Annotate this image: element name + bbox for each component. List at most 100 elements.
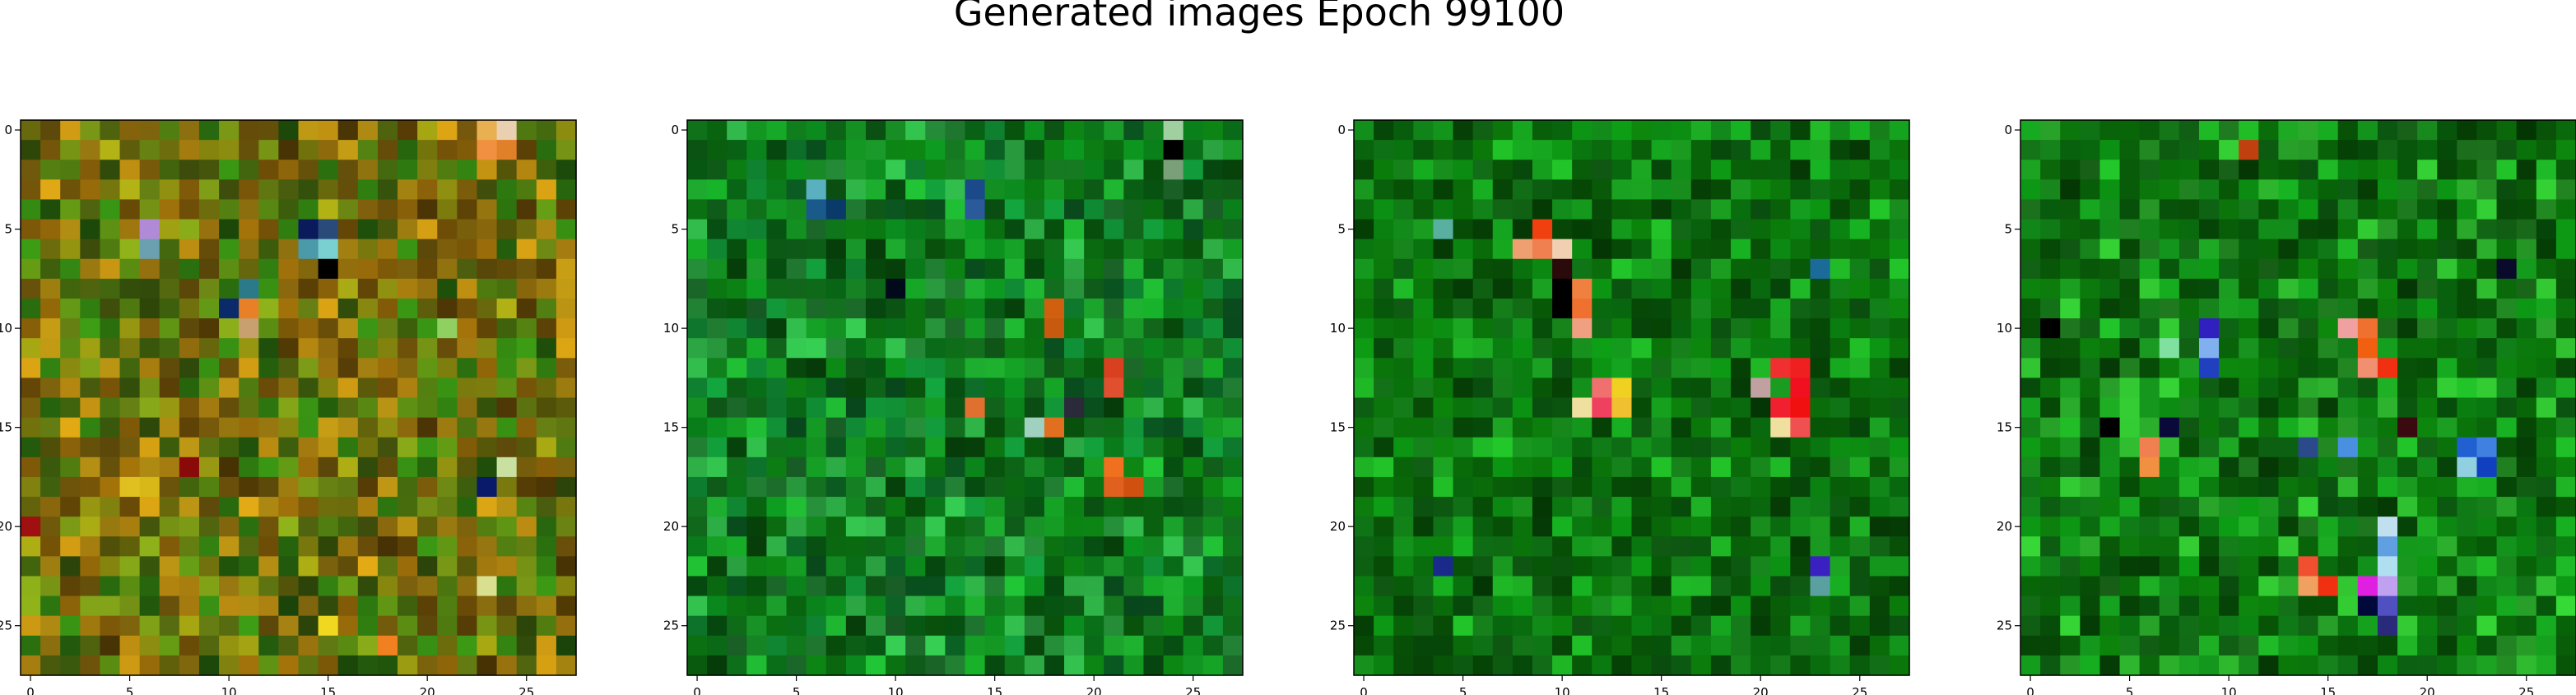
pixel-cell [1790,179,1811,201]
pixel-cell [2020,595,2041,617]
pixel-cell [984,497,1006,517]
pixel-cell [2198,318,2220,339]
pixel-cell [516,199,537,220]
pixel-cell [2555,576,2576,597]
pixel-cell [258,476,279,498]
pixel-cell [1790,298,1811,319]
pixel-cell [2159,497,2180,517]
pixel-cell [1869,556,1890,577]
pixel-cell [437,615,458,637]
pixel-cell [1024,219,1045,240]
pixel-cell [1143,556,1165,577]
pixel-cell [477,338,498,359]
pixel-cell [1731,576,1751,597]
pixel-cell [1552,179,1573,201]
pixel-cell [1163,517,1184,537]
pixel-cell [496,179,518,201]
pixel-cell [1532,338,1553,359]
pixel-cell [139,318,160,339]
pixel-cell [1222,497,1244,517]
pixel-cell [60,397,81,419]
pixel-cell [905,595,926,617]
pixel-cell [2159,120,2180,141]
pixel-cell [1611,239,1633,260]
pixel-cell [1453,536,1474,557]
pixel-cell [1572,476,1593,498]
pixel-cell [337,556,359,577]
pixel-cell [806,497,827,517]
pixel-cell [2457,517,2478,537]
pixel-cell [2119,615,2141,637]
pixel-cell [727,456,747,478]
pixel-cell [2457,358,2478,378]
pixel-cell [1552,655,1573,676]
pixel-cell [2020,199,2041,220]
pixel-cell [2437,239,2457,260]
pixel-cell [1413,576,1434,597]
pixel-cell [1849,615,1871,637]
pixel-cell [40,595,61,617]
pixel-cell [1044,556,1065,577]
pixel-cell [1354,536,1374,557]
pixel-cell [2020,517,2041,537]
pixel-cell [825,595,847,617]
pixel-cell [100,437,121,458]
pixel-cell [1004,655,1025,676]
pixel-cell [159,140,180,160]
pixel-cell [2516,655,2537,676]
pixel-cell [1354,397,1374,419]
pixel-cell [945,239,966,260]
pixel-cell [2476,437,2498,458]
pixel-cell [1731,140,1751,160]
pixel-cell [2198,160,2220,180]
pixel-cell [1084,517,1104,537]
pixel-cell [1202,615,1224,637]
pixel-cell [80,595,101,617]
pixel-cell [80,179,101,201]
pixel-cell [1810,358,1831,378]
pixel-cell [687,497,708,517]
pixel-cell [437,298,458,319]
pixel-cell [766,635,788,656]
pixel-cell [1354,239,1374,260]
pixel-cell [398,536,418,557]
pixel-cell [1202,556,1224,577]
pixel-cell [1751,576,1771,597]
pixel-cell [825,576,847,597]
pixel-cell [60,517,81,537]
pixel-cell [1651,397,1672,419]
pixel-cell [2159,536,2180,557]
pixel-cell [2178,517,2200,537]
pixel-cell [1472,437,1494,458]
pixel-cell [2318,437,2339,458]
pixel-cell [2496,595,2518,617]
pixel-cell [2476,338,2498,359]
pixel-cell [318,258,339,280]
pixel-cell [984,417,1006,438]
pixel-cell [1690,517,1712,537]
pixel-cell [1024,179,1045,201]
pixel-cell [1492,298,1514,319]
pixel-cell [1770,318,1791,339]
pixel-cell [2536,258,2557,280]
x-tick-label: 20 [2420,685,2435,695]
pixel-cell [1572,160,1593,180]
pixel-cell [1222,397,1244,419]
pixel-cell [159,497,180,517]
pixel-cell [1572,378,1593,399]
pixel-cell [845,160,867,180]
pixel-cell [377,635,398,656]
pixel-cell [298,517,319,537]
pixel-cell [2337,120,2359,141]
pixel-cell [1064,476,1085,498]
pixel-cell [845,536,867,557]
pixel-cell [2298,595,2319,617]
pixel-cell [2417,397,2438,419]
pixel-cell [2536,318,2557,339]
pixel-cell [1849,378,1871,399]
pixel-cell [786,338,807,359]
pixel-cell [457,417,478,438]
pixel-cell [1830,358,1851,378]
pixel-cell [357,536,379,557]
pixel-cell [40,476,61,498]
